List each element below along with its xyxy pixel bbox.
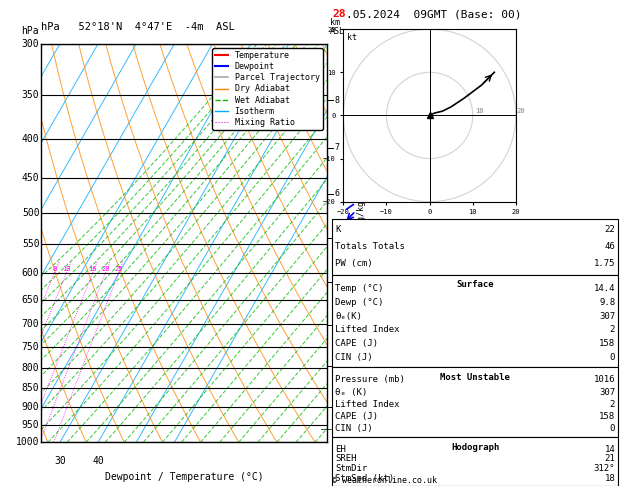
- Text: 20: 20: [101, 266, 109, 272]
- Text: 1.75: 1.75: [594, 259, 615, 268]
- Text: 28: 28: [332, 9, 345, 19]
- Text: 18: 18: [604, 474, 615, 483]
- Text: 750: 750: [22, 342, 40, 352]
- Text: θₑ(K): θₑ(K): [335, 312, 362, 321]
- Text: Hodograph: Hodograph: [451, 443, 499, 452]
- Text: 350: 350: [22, 90, 40, 100]
- Text: 8: 8: [334, 96, 339, 105]
- Text: Surface: Surface: [457, 280, 494, 290]
- Text: 307: 307: [599, 388, 615, 397]
- Text: StmSpd (kt): StmSpd (kt): [335, 474, 394, 483]
- Text: CAPE (J): CAPE (J): [335, 412, 378, 421]
- Text: 21: 21: [604, 454, 615, 464]
- Text: 450: 450: [22, 173, 40, 183]
- Text: 2: 2: [334, 362, 339, 371]
- Text: 1016: 1016: [594, 375, 615, 384]
- Text: 30: 30: [54, 456, 66, 466]
- Text: 6: 6: [334, 189, 339, 198]
- Text: km
ASL: km ASL: [330, 18, 345, 36]
- Text: SREH: SREH: [335, 454, 357, 464]
- Text: 14.4: 14.4: [594, 284, 615, 293]
- Text: 0: 0: [610, 353, 615, 362]
- Text: Dewpoint / Temperature (°C): Dewpoint / Temperature (°C): [104, 472, 264, 482]
- Legend: Temperature, Dewpoint, Parcel Trajectory, Dry Adiabat, Wet Adiabat, Isotherm, Mi: Temperature, Dewpoint, Parcel Trajectory…: [212, 48, 323, 130]
- Text: 158: 158: [599, 412, 615, 421]
- Text: PW (cm): PW (cm): [335, 259, 373, 268]
- Text: .05.2024  09GMT (Base: 00): .05.2024 09GMT (Base: 00): [346, 9, 521, 19]
- Text: 312°: 312°: [594, 464, 615, 473]
- Text: 0: 0: [610, 424, 615, 434]
- Text: 2: 2: [610, 325, 615, 334]
- Text: 400: 400: [22, 134, 40, 144]
- Text: 900: 900: [22, 402, 40, 413]
- Text: 10: 10: [62, 266, 70, 272]
- Text: LCL: LCL: [334, 433, 349, 442]
- Text: 600: 600: [22, 268, 40, 278]
- Text: © weatheronline.co.uk: © weatheronline.co.uk: [332, 476, 437, 485]
- Text: EH: EH: [335, 445, 346, 453]
- Text: 14: 14: [604, 445, 615, 453]
- Text: Lifted Index: Lifted Index: [335, 325, 400, 334]
- Text: 4: 4: [334, 278, 339, 287]
- Text: θₑ (K): θₑ (K): [335, 388, 367, 397]
- Text: Most Unstable: Most Unstable: [440, 373, 510, 382]
- Text: 46: 46: [604, 242, 615, 251]
- Text: 700: 700: [22, 319, 40, 329]
- Text: 950: 950: [22, 420, 40, 430]
- Text: 8: 8: [52, 266, 57, 272]
- Text: 22: 22: [604, 225, 615, 234]
- Text: 1000: 1000: [16, 437, 40, 447]
- Text: 650: 650: [22, 295, 40, 305]
- Text: 158: 158: [599, 339, 615, 348]
- Text: CAPE (J): CAPE (J): [335, 339, 378, 348]
- Text: hPa: hPa: [21, 26, 38, 36]
- Text: Mixing Ratio (g/kg): Mixing Ratio (g/kg): [357, 195, 366, 291]
- Text: 16: 16: [88, 266, 97, 272]
- Text: 7: 7: [334, 143, 339, 152]
- Text: 550: 550: [22, 240, 40, 249]
- Text: Pressure (mb): Pressure (mb): [335, 375, 405, 384]
- Text: 2: 2: [610, 400, 615, 409]
- Text: hPa   52°18'N  4°47'E  -4m  ASL: hPa 52°18'N 4°47'E -4m ASL: [41, 21, 235, 32]
- Text: 850: 850: [22, 383, 40, 394]
- Text: 20: 20: [517, 108, 525, 114]
- Text: 5: 5: [334, 234, 339, 243]
- Text: 307: 307: [599, 312, 615, 321]
- Text: 800: 800: [22, 364, 40, 373]
- Text: K: K: [335, 225, 341, 234]
- Text: 9.8: 9.8: [599, 297, 615, 307]
- Text: Temp (°C): Temp (°C): [335, 284, 384, 293]
- Text: 40: 40: [92, 456, 104, 466]
- Text: CIN (J): CIN (J): [335, 353, 373, 362]
- Text: kt: kt: [347, 33, 357, 42]
- Text: 25: 25: [114, 266, 123, 272]
- Text: Lifted Index: Lifted Index: [335, 400, 400, 409]
- Text: 10: 10: [475, 108, 484, 114]
- Text: 300: 300: [22, 39, 40, 49]
- Text: Dewp (°C): Dewp (°C): [335, 297, 384, 307]
- Text: 3: 3: [334, 320, 339, 329]
- Text: StmDir: StmDir: [335, 464, 367, 473]
- Text: Totals Totals: Totals Totals: [335, 242, 405, 251]
- Text: 1: 1: [334, 402, 339, 412]
- Text: 500: 500: [22, 208, 40, 218]
- Text: CIN (J): CIN (J): [335, 424, 373, 434]
